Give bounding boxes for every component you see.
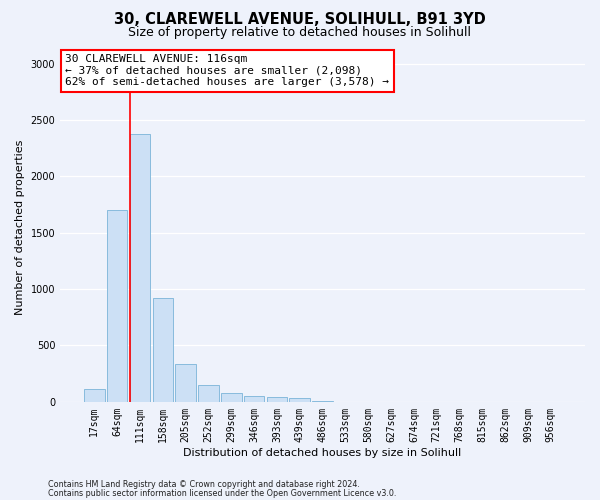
Bar [130, 134, 150, 402]
Text: Contains public sector information licensed under the Open Government Licence v3: Contains public sector information licen… [48, 489, 397, 498]
Y-axis label: Number of detached properties: Number of detached properties [15, 140, 25, 315]
Bar [107, 210, 127, 402]
Bar [198, 385, 219, 402]
Bar [221, 393, 242, 402]
Bar [152, 298, 173, 402]
Bar [175, 364, 196, 402]
Bar [289, 398, 310, 402]
Bar [244, 396, 265, 402]
Bar [266, 398, 287, 402]
Text: 30 CLAREWELL AVENUE: 116sqm
← 37% of detached houses are smaller (2,098)
62% of : 30 CLAREWELL AVENUE: 116sqm ← 37% of det… [65, 54, 389, 88]
Text: Size of property relative to detached houses in Solihull: Size of property relative to detached ho… [128, 26, 472, 39]
Text: Contains HM Land Registry data © Crown copyright and database right 2024.: Contains HM Land Registry data © Crown c… [48, 480, 360, 489]
X-axis label: Distribution of detached houses by size in Solihull: Distribution of detached houses by size … [184, 448, 462, 458]
Bar [84, 390, 104, 402]
Text: 30, CLAREWELL AVENUE, SOLIHULL, B91 3YD: 30, CLAREWELL AVENUE, SOLIHULL, B91 3YD [114, 12, 486, 28]
